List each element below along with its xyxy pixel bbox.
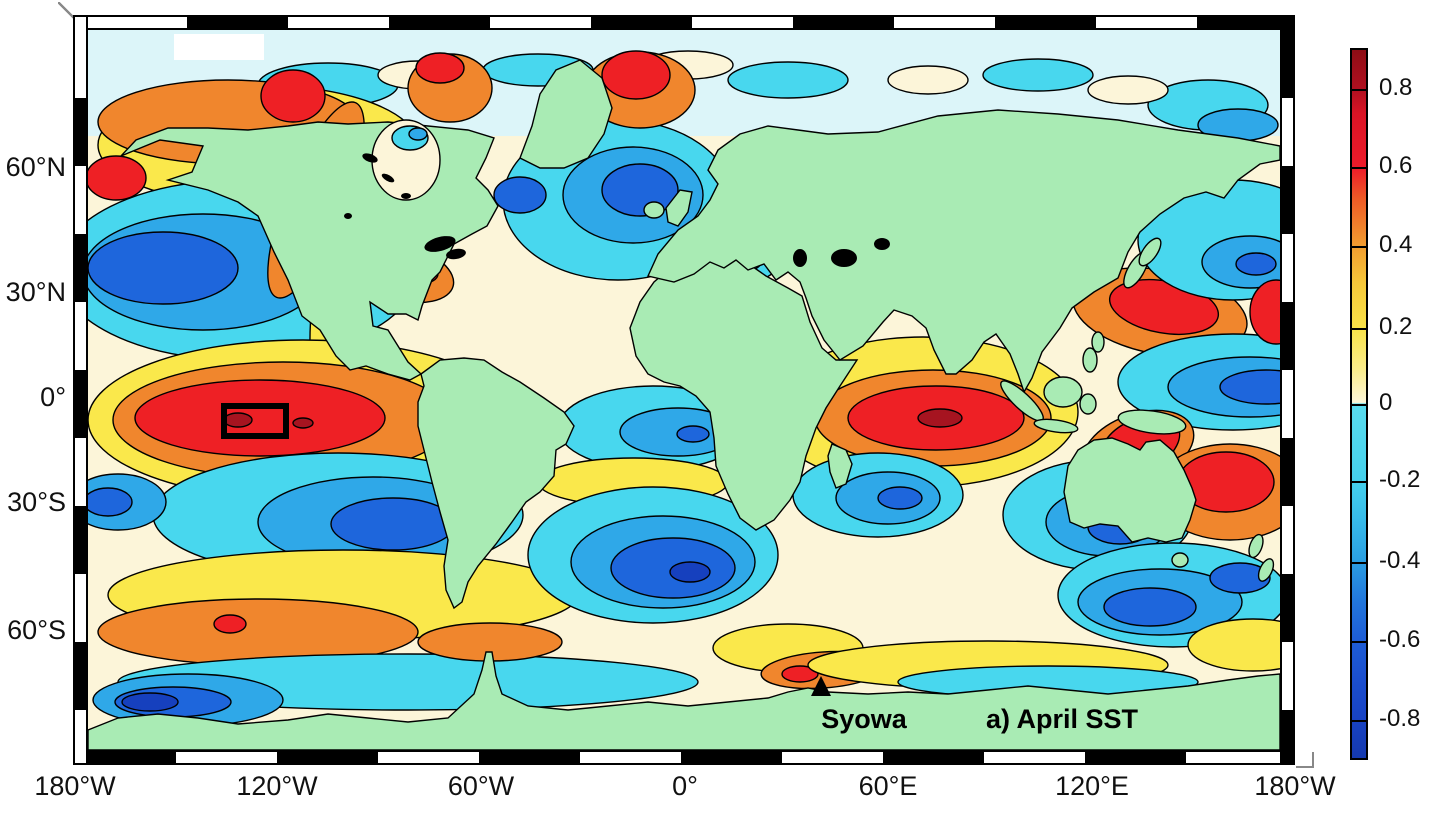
arctic-lake-speck [344, 213, 352, 219]
lon-tick-180W-left: 180°W [34, 771, 116, 801]
arctic-lake-speck [362, 153, 378, 163]
lon-tick-120E: 120°E [1055, 771, 1129, 801]
lat-tick-30S: 30°S [7, 487, 66, 517]
island-borneo [1043, 376, 1083, 408]
station-label: Syowa [821, 704, 908, 734]
colorbar-tick [1352, 481, 1366, 483]
colorbar-label--0.8: -0.8 [1379, 705, 1421, 732]
colorbar-tick [1352, 562, 1366, 564]
study-region-box [221, 403, 289, 439]
continents [88, 59, 1280, 750]
colorbar-tick [1352, 167, 1366, 169]
arctic-lake-speck [381, 173, 395, 183]
continent-antarctica [88, 651, 1280, 750]
lat-tick-60S: 60°S [7, 615, 66, 645]
colorbar-tick [1352, 89, 1366, 91]
island-new-zealand [1257, 558, 1275, 582]
island-new-guinea [1117, 409, 1187, 435]
continent-eurasia [647, 109, 1280, 394]
lon-tick-120W: 120°W [236, 771, 318, 801]
island-ireland [643, 201, 665, 219]
island-madagascar [827, 443, 853, 489]
inland-water [344, 119, 890, 267]
frame-bevel-bottom-right [1296, 752, 1314, 768]
syowa-station-triangle-icon [811, 676, 831, 696]
colorbar-label-0.4: 0.4 [1379, 231, 1413, 258]
colorbar-tick [1352, 404, 1366, 406]
colorbar-tick [1352, 720, 1366, 722]
great-lakes [424, 236, 456, 252]
colorbar-label-0.8: 0.8 [1379, 74, 1413, 101]
continent-australia [1063, 437, 1197, 543]
frame-band-left [75, 17, 88, 763]
colorbar-label-0.2: 0.2 [1379, 313, 1413, 340]
aral-sea [874, 238, 890, 250]
arctic-lake-speck [401, 193, 411, 199]
colorbar-tick [1352, 328, 1366, 330]
map-frame: Syowa a) April SST [73, 15, 1295, 765]
lon-tick-0: 0° [672, 771, 698, 801]
lon-tick-60W: 60°W [447, 771, 515, 801]
island-britain [665, 189, 693, 227]
island-greenland [519, 59, 613, 169]
colorbar-label-0: 0 [1379, 389, 1393, 416]
colorbar-tick [1352, 246, 1366, 248]
arctic-nodata-patch [174, 34, 264, 60]
continent-south-america [417, 357, 575, 610]
colorbar-label-0.6: 0.6 [1379, 152, 1413, 179]
island-japan [1138, 237, 1162, 267]
frame-band-right [1280, 17, 1293, 763]
world-correlation-map: Syowa a) April SST [88, 30, 1280, 750]
frame-band-top [75, 17, 1293, 30]
black-sea [793, 249, 807, 267]
lon-tick-60E: 60°E [858, 771, 918, 801]
island-java [1033, 418, 1079, 434]
map-svg: Syowa a) April SST [88, 30, 1280, 750]
colorbar-tick [1352, 641, 1366, 643]
island-philippines [1082, 347, 1098, 373]
colorbar-label--0.4: -0.4 [1379, 547, 1421, 574]
colorbar-label--0.2: -0.2 [1379, 466, 1421, 493]
caspian-sea [831, 249, 857, 267]
island-philippines [1091, 331, 1105, 353]
lat-tick-30N: 30°N [5, 277, 66, 307]
great-lakes [446, 248, 466, 260]
colorbar [1350, 48, 1368, 760]
lon-tick-180W-right: 180°W [1254, 771, 1336, 801]
frame-band-bottom [75, 750, 1293, 763]
island-tasmania [1171, 552, 1189, 568]
colorbar-label--0.6: -0.6 [1379, 626, 1421, 653]
island-sulawesi [1079, 393, 1097, 415]
island-new-zealand [1248, 533, 1264, 559]
panel-label: a) April SST [986, 704, 1139, 734]
lat-tick-0: 0° [40, 382, 66, 412]
lat-tick-60N: 60°N [5, 152, 66, 182]
